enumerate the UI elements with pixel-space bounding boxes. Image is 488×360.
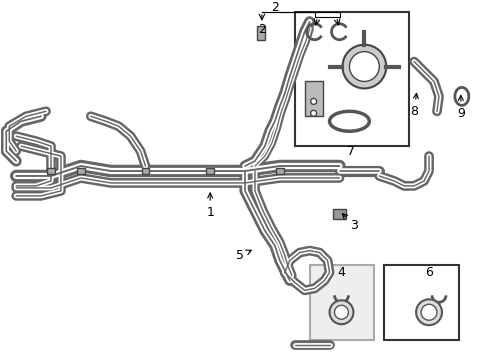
Bar: [304, 81, 322, 116]
Bar: [47, 168, 55, 174]
Text: 9: 9: [456, 95, 464, 120]
Bar: [332, 209, 346, 219]
Bar: [294, 12, 408, 146]
Circle shape: [349, 51, 379, 81]
Text: 1: 1: [206, 193, 214, 219]
Circle shape: [310, 110, 316, 116]
Circle shape: [415, 299, 441, 325]
Text: 4: 4: [337, 266, 345, 279]
Text: 5: 5: [236, 249, 251, 262]
Text: 8: 8: [409, 93, 418, 118]
Text: 3: 3: [342, 213, 358, 232]
Bar: [275, 168, 283, 174]
Circle shape: [420, 304, 436, 320]
Bar: [309, 265, 373, 340]
Circle shape: [334, 305, 348, 319]
Bar: [141, 168, 149, 174]
Circle shape: [329, 300, 353, 324]
Bar: [384, 265, 458, 340]
Bar: [256, 26, 264, 40]
Bar: [206, 168, 214, 174]
Text: 2: 2: [270, 1, 278, 14]
Circle shape: [342, 45, 386, 89]
Text: 7: 7: [347, 145, 355, 158]
Circle shape: [310, 98, 316, 104]
Text: 6: 6: [424, 266, 432, 279]
Bar: [77, 168, 84, 174]
Text: 2: 2: [258, 23, 265, 36]
